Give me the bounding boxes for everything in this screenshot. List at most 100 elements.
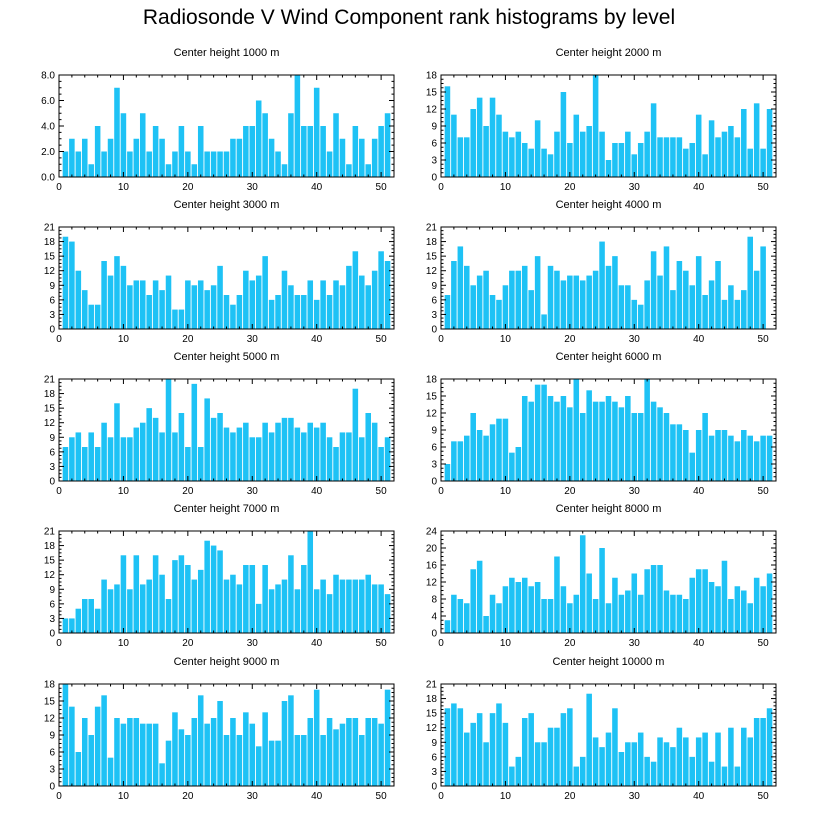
y-tick-label: 3 bbox=[49, 310, 55, 321]
histogram-bar bbox=[599, 131, 605, 177]
histogram-bar bbox=[721, 299, 728, 329]
y-tick-label: 0 bbox=[49, 325, 55, 336]
histogram-bar bbox=[255, 603, 262, 633]
x-tick-label: 0 bbox=[56, 638, 62, 649]
histogram-bar bbox=[650, 565, 657, 633]
histogram-bar bbox=[217, 265, 223, 329]
histogram-bar bbox=[230, 138, 236, 177]
histogram-bar bbox=[573, 275, 580, 329]
x-tick-label: 0 bbox=[438, 791, 444, 802]
histogram-bar bbox=[534, 742, 541, 786]
histogram-bar bbox=[515, 270, 522, 329]
histogram-bar bbox=[760, 435, 766, 481]
histogram-bar bbox=[114, 718, 120, 786]
x-tick-label: 10 bbox=[500, 486, 512, 497]
y-tick-label: 6 bbox=[49, 447, 55, 458]
y-tick-label: 18 bbox=[44, 541, 56, 552]
histogram-bar bbox=[541, 742, 547, 786]
histogram-bar bbox=[592, 737, 599, 786]
histogram-bar bbox=[637, 304, 644, 329]
histogram-bar bbox=[107, 275, 114, 329]
histogram-bar bbox=[509, 137, 515, 177]
histogram-bar bbox=[715, 137, 721, 177]
histogram-bar bbox=[554, 727, 560, 786]
histogram-bar bbox=[69, 706, 75, 786]
y-tick-label: 16 bbox=[426, 561, 438, 572]
histogram-bar bbox=[605, 732, 612, 786]
x-tick-label: 0 bbox=[438, 182, 444, 193]
histogram-bar bbox=[592, 599, 599, 633]
histogram-bar bbox=[359, 579, 365, 633]
histogram-bar bbox=[210, 417, 217, 481]
histogram-bar bbox=[307, 280, 314, 329]
histogram-bar bbox=[191, 718, 198, 786]
histogram-bar bbox=[670, 290, 676, 329]
histogram-bar bbox=[573, 594, 580, 633]
histogram-bar bbox=[734, 137, 741, 177]
histogram-bar bbox=[483, 616, 489, 633]
histogram-bar bbox=[670, 594, 676, 633]
histogram-bar bbox=[210, 718, 217, 786]
histogram-bar bbox=[384, 594, 391, 633]
histogram-bar bbox=[82, 718, 88, 786]
histogram-bar bbox=[371, 584, 378, 633]
y-tick-label: 18 bbox=[426, 694, 438, 705]
histogram-bar bbox=[541, 599, 547, 633]
histogram-bar bbox=[612, 401, 618, 481]
histogram-bar bbox=[695, 737, 702, 786]
histogram-bar bbox=[521, 265, 528, 329]
histogram-bar bbox=[457, 246, 464, 329]
histogram-bar bbox=[217, 550, 223, 633]
histogram-bar bbox=[489, 295, 496, 329]
histogram-bar bbox=[69, 138, 75, 177]
histogram-bar bbox=[294, 735, 301, 786]
x-tick-label: 0 bbox=[56, 334, 62, 345]
histogram-bar bbox=[612, 256, 618, 329]
y-tick-label: 3 bbox=[49, 614, 55, 625]
histogram-bar bbox=[592, 75, 599, 177]
histogram-panel: Center height 2000 m 0 10 20 30 40 50 0 3 6 9 12 15 1… bbox=[426, 47, 777, 193]
y-tick-label: 8.0 bbox=[41, 71, 55, 82]
histogram-bar bbox=[281, 164, 288, 177]
histogram-bar bbox=[612, 577, 618, 633]
histogram-bar bbox=[521, 718, 528, 786]
histogram-bar bbox=[657, 407, 663, 481]
histogram-bar bbox=[592, 270, 599, 329]
histogram-bar bbox=[146, 723, 152, 786]
y-tick-label: 3 bbox=[49, 765, 55, 776]
histogram-bar bbox=[326, 718, 333, 786]
histogram-bar bbox=[528, 586, 534, 633]
histogram-bar bbox=[378, 126, 384, 177]
histogram-bar bbox=[476, 97, 483, 177]
histogram-bar bbox=[223, 427, 230, 481]
histogram-bar bbox=[114, 256, 120, 329]
histogram-bar bbox=[313, 589, 320, 633]
histogram-bar bbox=[204, 540, 210, 633]
x-tick-label: 40 bbox=[693, 182, 705, 193]
histogram-bar bbox=[294, 295, 301, 329]
histogram-bar bbox=[101, 695, 107, 786]
histogram-bar bbox=[547, 265, 554, 329]
x-tick-label: 20 bbox=[182, 486, 194, 497]
histogram-bar bbox=[592, 401, 599, 481]
x-tick-label: 50 bbox=[758, 182, 770, 193]
histogram-bar bbox=[625, 742, 631, 786]
panel-title: Center height 3000 m bbox=[174, 199, 280, 211]
y-tick-label: 4 bbox=[431, 612, 437, 623]
histogram-bar bbox=[159, 138, 165, 177]
panel-title: Center height 6000 m bbox=[556, 351, 662, 363]
histogram-bar bbox=[185, 280, 191, 329]
histogram-bar bbox=[476, 275, 483, 329]
histogram-bar bbox=[339, 285, 346, 329]
histogram-bar bbox=[288, 417, 294, 481]
histogram-bar bbox=[586, 390, 592, 481]
histogram-bar bbox=[230, 304, 236, 329]
histogram-bar bbox=[243, 422, 249, 481]
histogram-bar bbox=[75, 270, 82, 329]
histogram-bar bbox=[127, 718, 133, 786]
histogram-bar bbox=[637, 143, 644, 177]
histogram-bar bbox=[451, 703, 457, 786]
histogram-bar bbox=[127, 151, 133, 177]
histogram-bar bbox=[120, 723, 127, 786]
histogram-bar bbox=[152, 417, 159, 481]
